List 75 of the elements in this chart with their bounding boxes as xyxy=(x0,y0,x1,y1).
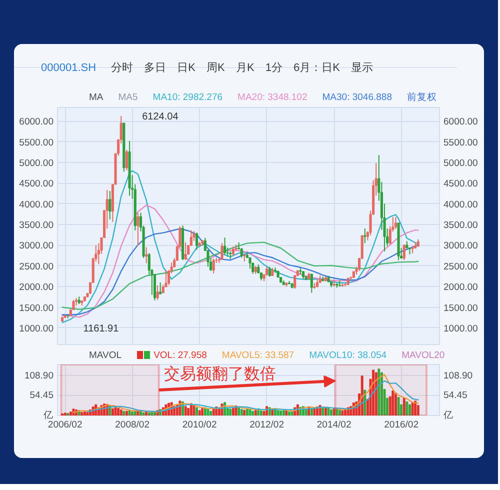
x-tick-label: 2010/02 xyxy=(182,420,217,430)
y2-tick-label: 3000.00 xyxy=(444,240,478,252)
y2-tick-label: 2000.00 xyxy=(444,282,478,294)
text: MAVOL10: 38.054 xyxy=(309,350,387,361)
y-tick-label: 2500.00 xyxy=(19,261,54,272)
y-tick-label: 5500.00 xyxy=(19,137,54,148)
y-tick-label: 54.45 xyxy=(30,390,54,402)
chart-subtitle: 分时 多日 日K 周K 月K 1分 6月：日K 显示 xyxy=(111,62,374,74)
y-tick-label: 4500.00 xyxy=(19,178,54,190)
x-tick-label: 2008/02 xyxy=(115,420,150,430)
y2-tick-label: 1500.00 xyxy=(444,302,478,314)
x-tick-label: 2016/02 xyxy=(384,420,418,430)
x-tick-label: 2012/02 xyxy=(250,420,284,430)
line-series xyxy=(62,170,419,324)
y-tick-label: 1500.00 xyxy=(19,302,54,314)
legend-label: VOL: 27.958 xyxy=(152,350,207,361)
annotation: 1161.91 xyxy=(83,323,120,334)
candlestick xyxy=(184,242,187,261)
candlestick xyxy=(125,149,128,171)
x-tick-label: 2014/02 xyxy=(316,420,352,430)
y2-tick-label: 5000.00 xyxy=(444,158,478,170)
y2-tick-label: 2500.00 xyxy=(444,261,478,272)
candlestick xyxy=(240,247,243,258)
candlestick xyxy=(108,190,112,220)
y2-tick-label: 1000.00 xyxy=(444,323,478,334)
text: 前复权 xyxy=(407,92,437,103)
candlestick xyxy=(66,314,70,319)
line-series xyxy=(62,204,419,318)
text: MA30: 3046.888 xyxy=(322,92,392,103)
candlestick xyxy=(364,228,366,244)
y2-tick-label: 亿 xyxy=(442,410,454,421)
y-tick-label: 1000.00 xyxy=(19,323,54,334)
candlestick xyxy=(224,237,226,256)
candlestick xyxy=(310,273,313,294)
y-tick-label: 2000.00 xyxy=(19,282,54,294)
band-label: 交易额翻了数倍 xyxy=(164,364,276,384)
text: MA10: 2982.276 xyxy=(152,92,223,103)
y-tick-label: 108.90 xyxy=(24,370,54,382)
candlestick xyxy=(232,246,234,256)
candlestick xyxy=(402,244,406,261)
candlestick xyxy=(394,216,397,230)
y2-tick-label: 4000.00 xyxy=(444,199,478,210)
y2-tick-label: 108.90 xyxy=(444,370,473,382)
y-tick-label: 6000.00 xyxy=(19,116,54,128)
y-tick-label: 3000.00 xyxy=(19,240,54,252)
candlestick xyxy=(159,282,162,295)
y-tick-label: 3500.00 xyxy=(19,220,54,232)
candlestick xyxy=(195,232,198,250)
text: MAVOL20 xyxy=(402,350,445,361)
candlestick xyxy=(145,246,148,264)
y2-tick-label: 6000.00 xyxy=(444,116,478,128)
text: MAVOL xyxy=(89,350,122,361)
candlestick xyxy=(248,257,252,270)
chart-title: 000001.SH xyxy=(41,62,96,74)
annotation: 6124.04 xyxy=(142,112,179,123)
x-tick-label: 2006/02 xyxy=(48,420,82,430)
y2-tick-label: 5500.00 xyxy=(444,137,478,148)
y-tick-label: 5000.00 xyxy=(19,158,54,170)
candlestick xyxy=(156,284,159,300)
y-tick-label: 亿 xyxy=(42,410,54,421)
candlestick xyxy=(212,258,215,274)
line-series xyxy=(62,228,419,316)
text: MA xyxy=(89,92,104,103)
candlestick xyxy=(136,212,140,246)
candlestick xyxy=(268,266,271,278)
candlestick xyxy=(220,242,224,260)
text: MAVOL5: 33.587 xyxy=(222,350,294,361)
y-tick-label: 4000.00 xyxy=(19,199,54,210)
y2-tick-label: 54.45 xyxy=(444,390,468,402)
y2-tick-label: 4500.00 xyxy=(444,178,478,190)
line-series xyxy=(62,242,419,310)
line-series xyxy=(86,380,419,412)
text: MA20: 3348.102 xyxy=(238,92,308,103)
y2-tick-label: 3500.00 xyxy=(444,220,478,232)
text: MA5 xyxy=(118,92,138,103)
